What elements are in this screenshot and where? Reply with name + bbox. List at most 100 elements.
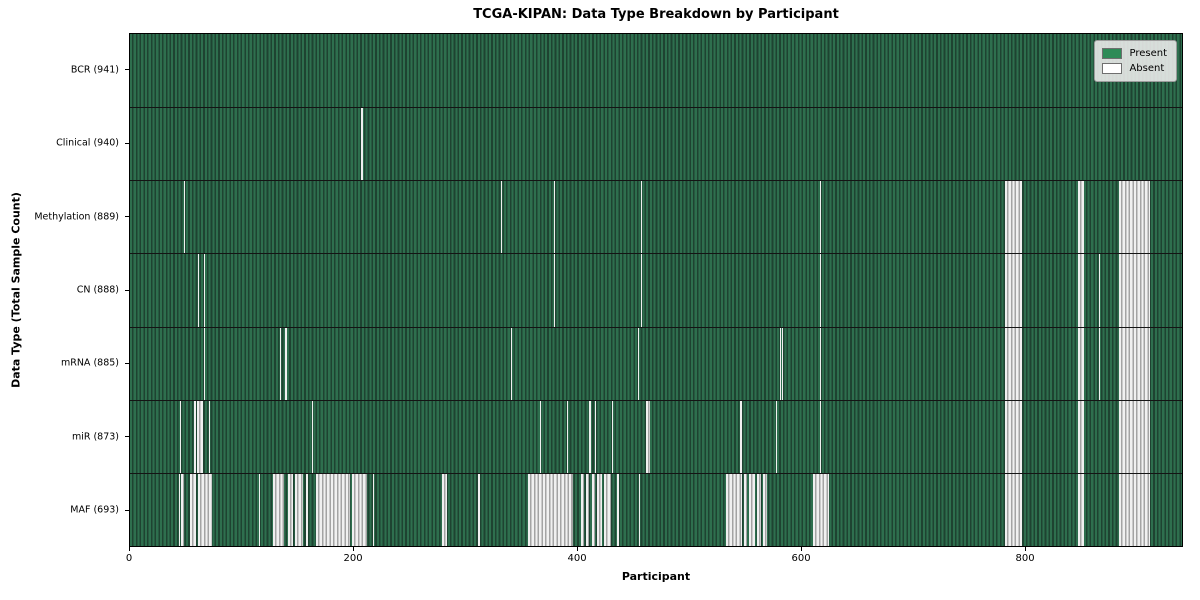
- absent-block: [197, 400, 203, 473]
- x-tick-label-400: 400: [567, 553, 587, 564]
- absent-block: [190, 473, 196, 546]
- absent-block: [315, 473, 351, 546]
- absent-block: [1119, 400, 1150, 473]
- y-tick-mark: [125, 142, 129, 144]
- y-tick-label-CN: CN (888): [76, 284, 119, 296]
- absent-block: [372, 473, 374, 546]
- absent-block: [279, 327, 281, 400]
- absent-block: [258, 473, 260, 546]
- absent-block: [1119, 254, 1150, 327]
- heatmap-row-Clinical: [130, 107, 1182, 181]
- y-axis-label: Data Type (Total Sample Count): [9, 192, 23, 388]
- absent-block: [193, 400, 196, 473]
- y-tick-label-MAF: MAF (693): [70, 504, 119, 516]
- absent-block: [441, 473, 448, 546]
- absent-block: [1119, 181, 1150, 254]
- legend-item-absent: Absent: [1102, 61, 1167, 76]
- x-tick-label-800: 800: [1015, 553, 1035, 564]
- absent-block: [749, 473, 755, 546]
- y-tick-label-mRNA: mRNA (885): [60, 357, 119, 369]
- absent-block: [352, 473, 367, 546]
- legend-item-present: Present: [1102, 46, 1167, 61]
- y-tick-mark: [125, 216, 129, 218]
- absent-block: [511, 327, 513, 400]
- absent-block: [1119, 327, 1150, 400]
- heatmap-plot-area: [129, 33, 1183, 547]
- absent-block: [1078, 400, 1084, 473]
- heatmap-row-miR: [130, 399, 1182, 473]
- absent-block: [597, 473, 602, 546]
- x-tick-label-200: 200: [343, 553, 363, 564]
- absent-block: [637, 327, 639, 400]
- y-tick-mark: [125, 362, 129, 364]
- chart-title: TCGA-KIPAN: Data Type Breakdown by Parti…: [473, 7, 839, 22]
- y-tick-mark: [125, 289, 129, 291]
- absent-block: [776, 400, 778, 473]
- absent-block: [819, 327, 821, 400]
- absent-block: [638, 473, 640, 546]
- absent-block: [209, 400, 211, 473]
- absent-block: [1078, 327, 1084, 400]
- absent-block: [591, 473, 596, 546]
- absent-block: [553, 181, 555, 254]
- absent-block: [312, 400, 314, 473]
- absent-block: [1078, 473, 1084, 546]
- absent-block: [740, 400, 742, 473]
- absent-block: [743, 473, 748, 546]
- absent-block: [203, 327, 205, 400]
- y-tick-mark: [125, 509, 129, 511]
- absent-block: [198, 473, 212, 546]
- absent-block: [1005, 181, 1023, 254]
- x-tick-mark: [353, 547, 355, 551]
- heatmap-row-Methylation: [130, 180, 1182, 254]
- absent-block: [586, 473, 590, 546]
- legend-label-absent: Absent: [1129, 63, 1165, 74]
- absent-block: [501, 181, 503, 254]
- y-tick-label-miR: miR (873): [71, 431, 119, 443]
- absent-block: [781, 327, 783, 400]
- y-tick-label-Clinical: Clinical (940): [56, 137, 119, 149]
- absent-block: [567, 400, 569, 473]
- x-tick-mark: [1025, 547, 1027, 551]
- x-tick-mark: [129, 547, 130, 551]
- x-tick-mark: [577, 547, 579, 551]
- absent-block: [553, 254, 555, 327]
- absent-block: [295, 473, 304, 546]
- absent-block: [762, 473, 768, 546]
- absent-block: [1119, 473, 1150, 546]
- absent-block: [181, 473, 184, 546]
- y-axis: BCR (941) Clinical (940) Methylation (889)…: [0, 33, 129, 547]
- absent-block: [1005, 473, 1023, 546]
- absent-block: [1078, 254, 1084, 327]
- absent-block: [604, 473, 611, 546]
- legend: Present Absent: [1094, 40, 1177, 82]
- absent-block: [477, 473, 480, 546]
- absent-block: [813, 473, 829, 546]
- heatmap-row-BCR: [130, 34, 1182, 107]
- absent-block: [285, 327, 287, 400]
- absent-swatch-icon: [1102, 63, 1123, 74]
- absent-block: [640, 181, 643, 254]
- x-tick-label-0: 0: [125, 553, 133, 564]
- present-swatch-icon: [1102, 48, 1123, 59]
- absent-block: [287, 473, 294, 546]
- absent-block: [580, 473, 584, 546]
- absent-block: [180, 400, 182, 473]
- absent-block: [779, 327, 781, 400]
- y-tick-label-BCR: BCR (941): [70, 64, 119, 76]
- absent-block: [589, 400, 591, 473]
- absent-block: [1078, 181, 1084, 254]
- y-tick-mark: [125, 436, 129, 438]
- absent-block: [540, 400, 542, 473]
- absent-block: [611, 400, 613, 473]
- absent-block: [617, 473, 619, 546]
- absent-block: [198, 254, 200, 327]
- absent-block: [1005, 400, 1023, 473]
- absent-block: [361, 108, 363, 181]
- absent-block: [757, 473, 761, 546]
- absent-block: [725, 473, 742, 546]
- absent-block: [640, 254, 643, 327]
- absent-block: [819, 400, 821, 473]
- absent-block: [527, 473, 573, 546]
